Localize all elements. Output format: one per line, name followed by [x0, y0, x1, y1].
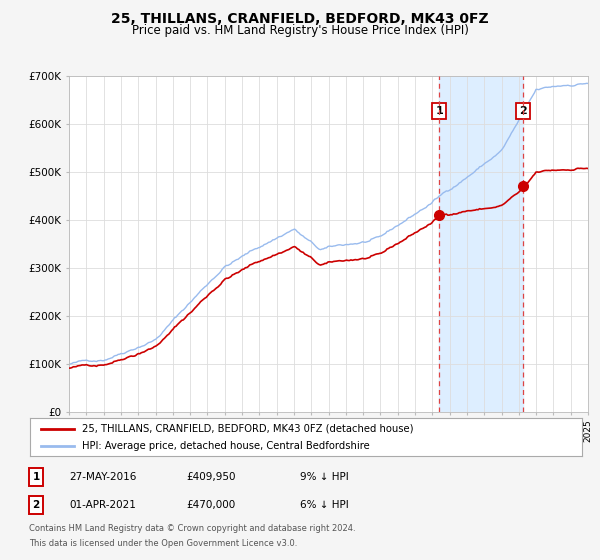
Text: 9% ↓ HPI: 9% ↓ HPI [300, 472, 349, 482]
Bar [439, 76, 523, 412]
Text: 25, THILLANS, CRANFIELD, BEDFORD, MK43 0FZ (detached house): 25, THILLANS, CRANFIELD, BEDFORD, MK43 0… [82, 423, 414, 433]
Text: HPI: Average price, detached house, Central Bedfordshire: HPI: Average price, detached house, Cent… [82, 441, 370, 451]
Text: This data is licensed under the Open Government Licence v3.0.: This data is licensed under the Open Gov… [29, 539, 297, 548]
Text: 2: 2 [519, 106, 527, 116]
Text: 25, THILLANS, CRANFIELD, BEDFORD, MK43 0FZ: 25, THILLANS, CRANFIELD, BEDFORD, MK43 0… [111, 12, 489, 26]
Text: 1: 1 [436, 106, 443, 116]
Text: 2: 2 [32, 500, 40, 510]
Text: Price paid vs. HM Land Registry's House Price Index (HPI): Price paid vs. HM Land Registry's House … [131, 24, 469, 37]
Text: 6% ↓ HPI: 6% ↓ HPI [300, 500, 349, 510]
Text: 1: 1 [32, 472, 40, 482]
Text: £470,000: £470,000 [186, 500, 235, 510]
Text: £409,950: £409,950 [186, 472, 235, 482]
Text: 27-MAY-2016: 27-MAY-2016 [69, 472, 136, 482]
Text: Contains HM Land Registry data © Crown copyright and database right 2024.: Contains HM Land Registry data © Crown c… [29, 524, 355, 533]
Text: 01-APR-2021: 01-APR-2021 [69, 500, 136, 510]
